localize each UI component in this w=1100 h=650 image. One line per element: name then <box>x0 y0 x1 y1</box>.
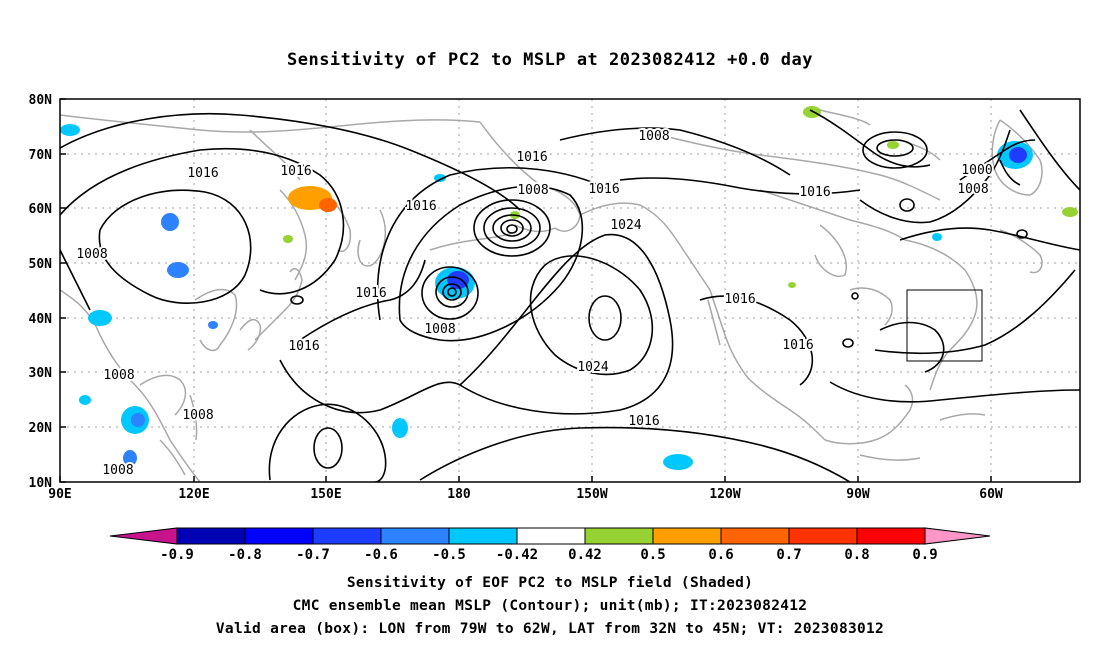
colorbar-label: -0.8 <box>228 547 262 563</box>
lon-label: 150E <box>310 487 341 502</box>
colorbar-label: -0.9 <box>160 547 194 563</box>
contour-label: 1008 <box>103 368 134 383</box>
contour-label: 1008 <box>102 463 133 478</box>
lon-label: 150W <box>576 487 607 502</box>
contour-label: 1016 <box>187 166 218 181</box>
contour-label: 1008 <box>182 408 213 423</box>
latitude-labels: 80N 70N 60N 50N 40N 30N 20N 10N <box>29 93 53 491</box>
contour-label: 1000 <box>961 163 992 178</box>
colorbar-swatch <box>788 527 858 545</box>
contour-label: 1016 <box>588 182 619 197</box>
colorbar: -0.9 -0.8 -0.7 -0.6 -0.5 -0.42 0.42 0.5 0.6 0.7 0.… <box>109 527 991 563</box>
contour-label: 1016 <box>355 286 386 301</box>
lat-label: 70N <box>29 148 53 163</box>
colorbar-label: 0.42 <box>568 547 602 563</box>
lon-label: 120W <box>709 487 740 502</box>
colorbar-label: 0.8 <box>844 547 869 563</box>
mslp-contours <box>60 109 1080 482</box>
lat-label: 80N <box>29 93 53 108</box>
colorbar-swatch <box>516 527 586 545</box>
coastlines <box>60 109 1043 482</box>
caption-contour: CMC ensemble mean MSLP (Contour); unit(m… <box>292 598 808 614</box>
caption-shaded: Sensitivity of EOF PC2 to MSLP field (Sh… <box>346 575 754 591</box>
contour-label: 1008 <box>957 182 988 197</box>
map-plot-area: 1016 1016 1016 1016 1016 1016 1016 1016 … <box>60 99 1080 482</box>
lat-label: 10N <box>29 476 53 491</box>
contour-label: 1024 <box>610 218 641 233</box>
contour-label: 1016 <box>405 199 436 214</box>
colorbar-swatch <box>380 527 450 545</box>
contour-label: 1024 <box>577 360 608 375</box>
lat-label: 40N <box>29 312 53 327</box>
lat-label: 30N <box>29 366 53 381</box>
lat-label: 50N <box>29 257 53 272</box>
contour-label: 1016 <box>516 150 547 165</box>
map-frame <box>59 98 1081 483</box>
colorbar-swatch <box>176 527 246 545</box>
colorbar-label: 0.9 <box>912 547 937 563</box>
colorbar-label: -0.42 <box>496 547 538 563</box>
contour-label: 1016 <box>628 414 659 429</box>
map-title: Sensitivity of PC2 to MSLP at 2023082412… <box>286 50 813 70</box>
grid-lines <box>60 99 1080 482</box>
lon-label: 90W <box>846 487 870 502</box>
contour-label-group: 1016 1016 1016 1016 1016 1016 1016 1016 … <box>74 127 994 480</box>
longitude-labels: 90E 120E 150E 180 150W 120W 90W 60W <box>48 487 1003 502</box>
colorbar-label: -0.6 <box>364 547 398 563</box>
caption-valid-area: Valid area (box): LON from 79W to 62W, L… <box>215 621 885 637</box>
colorbar-swatch <box>312 527 382 545</box>
contour-label: 1016 <box>280 164 311 179</box>
colorbar-label: 0.5 <box>640 547 665 563</box>
colorbar-label: -0.7 <box>296 547 330 563</box>
colorbar-swatch <box>448 527 518 545</box>
colorbar-swatch <box>720 527 790 545</box>
lat-label: 20N <box>29 421 53 436</box>
colorbar-swatch <box>856 527 926 545</box>
valid-area-box <box>906 289 983 362</box>
colorbar-swatch <box>584 527 654 545</box>
lon-label: 90E <box>48 487 71 502</box>
contour-label: 1016 <box>782 338 813 353</box>
lon-label: 120E <box>178 487 209 502</box>
sensitivity-shading <box>60 106 1078 470</box>
contour-label: 1016 <box>724 292 755 307</box>
contour-label: 1008 <box>638 129 669 144</box>
lat-label: 60N <box>29 202 53 217</box>
colorbar-label: 0.6 <box>708 547 733 563</box>
colorbar-arrow-right <box>924 527 991 545</box>
contour-label: 1016 <box>799 185 830 200</box>
colorbar-swatch <box>244 527 314 545</box>
colorbar-swatch <box>652 527 722 545</box>
contour-label: 1008 <box>76 247 107 262</box>
colorbar-arrow-left <box>109 527 178 545</box>
contour-label: 1008 <box>424 322 455 337</box>
axis-ticks <box>59 98 992 483</box>
contour-label: 1016 <box>288 339 319 354</box>
lon-label: 60W <box>979 487 1003 502</box>
colorbar-label: -0.5 <box>432 547 466 563</box>
contour-label: 1008 <box>517 183 548 198</box>
lon-label: 180 <box>447 487 471 502</box>
colorbar-label: 0.7 <box>776 547 801 563</box>
